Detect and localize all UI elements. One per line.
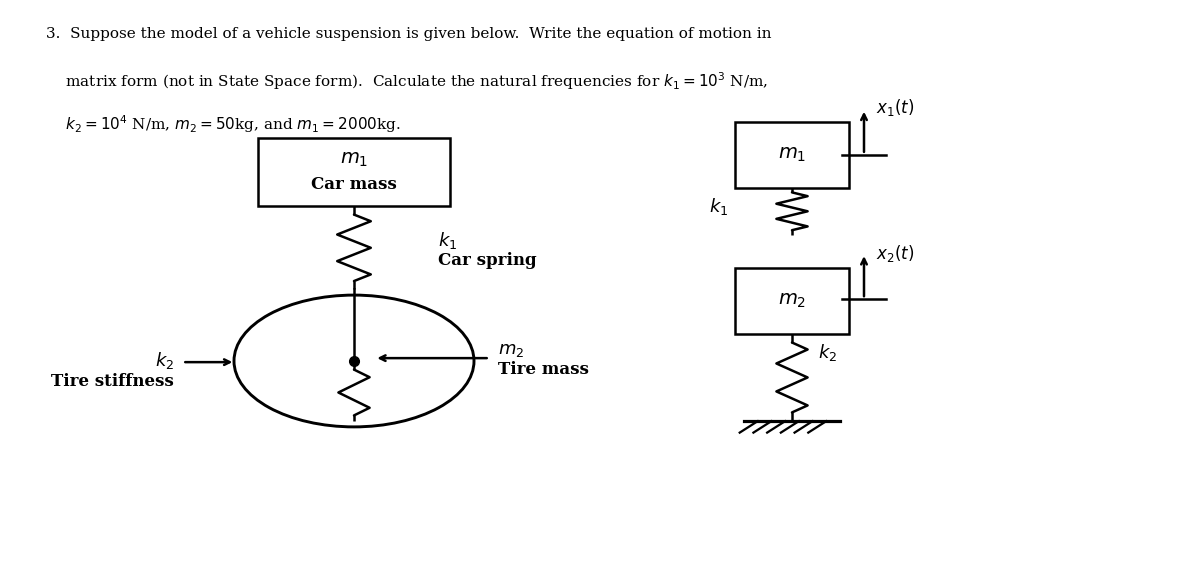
- Bar: [258, 138, 450, 206]
- Bar: [734, 268, 850, 333]
- Text: Tire mass: Tire mass: [498, 361, 589, 378]
- Text: $x_2(t)$: $x_2(t)$: [876, 243, 914, 264]
- Text: Car spring: Car spring: [438, 252, 536, 269]
- Text: $x_1(t)$: $x_1(t)$: [876, 97, 914, 118]
- Text: $k_1$: $k_1$: [709, 196, 728, 217]
- Text: Car mass: Car mass: [311, 176, 397, 193]
- Text: $m_2$: $m_2$: [498, 340, 524, 359]
- Text: $k_2 = 10^4$ N/m, $m_2 = 50$kg, and $m_1 = 2000$kg.: $k_2 = 10^4$ N/m, $m_2 = 50$kg, and $m_1…: [46, 113, 401, 135]
- Bar: [734, 122, 850, 188]
- Text: $m_2$: $m_2$: [778, 292, 806, 310]
- Text: Tire stiffness: Tire stiffness: [52, 372, 174, 390]
- Text: $m_1$: $m_1$: [778, 146, 806, 164]
- Text: matrix form (not in State Space form).  Calculate the natural frequencies for $k: matrix form (not in State Space form). C…: [46, 70, 768, 92]
- Ellipse shape: [234, 295, 474, 427]
- Text: $k_2$: $k_2$: [818, 342, 838, 363]
- Text: 3.  Suppose the model of a vehicle suspension is given below.  Write the equatio: 3. Suppose the model of a vehicle suspen…: [46, 27, 772, 41]
- Text: $k_1$: $k_1$: [438, 230, 457, 251]
- Text: $m_1$: $m_1$: [340, 150, 368, 168]
- Text: $k_2$: $k_2$: [155, 351, 174, 371]
